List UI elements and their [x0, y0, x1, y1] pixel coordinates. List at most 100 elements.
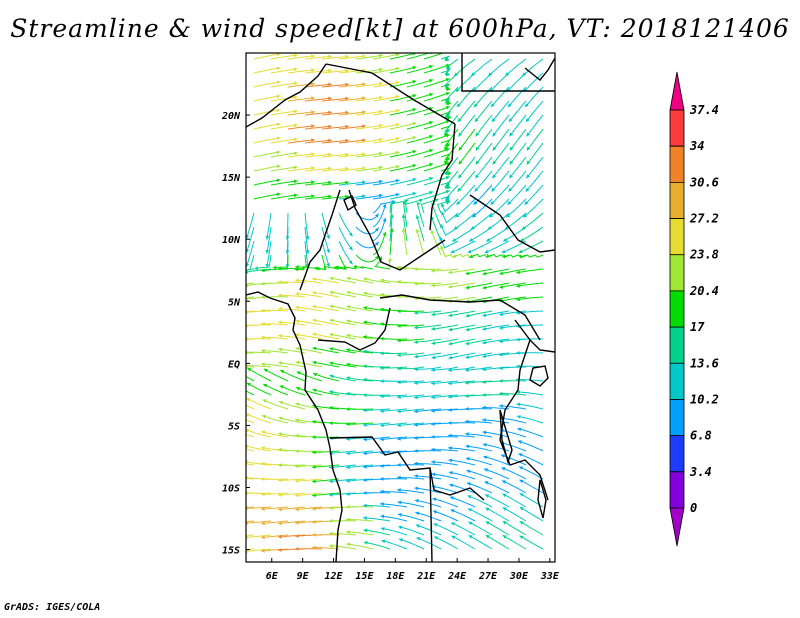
streamline-arrowhead: [490, 200, 495, 205]
streamline-arrowhead: [395, 53, 400, 57]
streamline: [287, 167, 315, 172]
streamline: [355, 138, 383, 144]
streamline-arrowhead: [414, 409, 418, 414]
streamline: [448, 394, 476, 398]
streamline: [402, 228, 408, 256]
streamline: [246, 404, 255, 410]
streamline: [246, 365, 272, 368]
streamline: [379, 338, 408, 340]
streamline-arrowhead: [414, 381, 418, 385]
streamline: [338, 212, 353, 237]
streamline-arrowhead: [412, 53, 417, 56]
streamline-arrowhead: [509, 132, 514, 137]
streamline-arrowhead: [431, 472, 436, 477]
streamline-arrowhead: [261, 507, 265, 511]
streamline-arrowhead: [380, 379, 384, 384]
borders: [246, 53, 555, 562]
streamline: [278, 492, 306, 496]
streamline-arrowhead: [346, 517, 350, 522]
streamline: [346, 348, 374, 354]
streamline: [485, 520, 510, 536]
streamline: [451, 535, 476, 550]
streamline-arrowhead: [276, 94, 281, 99]
lon-tick-label: 30E: [509, 571, 529, 582]
streamline: [278, 321, 306, 326]
streamline: [526, 142, 544, 165]
streamline: [329, 333, 357, 340]
streamline-arrowhead: [362, 54, 366, 59]
streamline: [525, 170, 544, 192]
streamline-arrowhead: [524, 200, 529, 205]
streamline-arrowhead: [395, 94, 400, 99]
streamline: [312, 305, 340, 312]
streamline: [406, 79, 434, 88]
streamline: [448, 366, 476, 371]
streamline-arrowhead: [228, 459, 232, 463]
streamline-arrowhead: [261, 362, 265, 367]
streamline-arrowhead: [482, 405, 486, 410]
streamline: [414, 408, 442, 413]
streamline-arrowhead: [491, 117, 496, 122]
streamline-arrowhead: [363, 277, 368, 282]
streamline: [287, 195, 315, 200]
streamline: [389, 122, 417, 130]
streamline: [329, 305, 357, 312]
streamline-arrowhead: [482, 354, 487, 358]
streamline-arrowhead: [262, 414, 267, 419]
streamline: [338, 55, 366, 60]
streamline-arrowhead: [414, 461, 418, 466]
streamline: [508, 170, 527, 192]
streamline: [246, 506, 272, 509]
streamline-arrowhead: [278, 521, 282, 526]
streamline: [246, 268, 255, 271]
streamline: [397, 281, 424, 284]
streamline: [474, 170, 493, 192]
streamline-arrowhead: [492, 160, 497, 165]
streamline-arrowhead: [311, 152, 315, 157]
streamline: [321, 153, 349, 158]
streamline-arrowhead: [414, 498, 419, 503]
streamline: [499, 393, 527, 396]
streamline: [355, 54, 383, 60]
streamline-arrowhead: [429, 120, 433, 125]
streamline-arrowhead: [412, 65, 417, 70]
streamline-arrowhead: [414, 281, 418, 286]
streamline-arrowhead: [414, 354, 418, 359]
streamline-arrowhead: [429, 190, 433, 195]
streamline: [406, 135, 434, 144]
streamline: [263, 383, 289, 396]
streamline: [338, 226, 353, 251]
streamline-arrowhead: [276, 108, 281, 113]
streamline-arrowhead: [416, 202, 421, 206]
streamline: [450, 240, 476, 254]
streamline-arrowhead: [450, 509, 455, 513]
streamline: [525, 100, 544, 123]
colorbar-label: 10.2: [690, 392, 719, 406]
streamline-arrowhead: [456, 200, 461, 205]
streamline: [295, 333, 323, 340]
streamline: [312, 361, 340, 368]
streamline-arrowhead: [486, 238, 491, 242]
streamline: [450, 509, 476, 522]
colorbar-swatch: [669, 399, 685, 437]
streamline-arrowhead: [465, 432, 469, 436]
streamline: [295, 464, 323, 467]
streamline-arrowhead: [448, 420, 452, 425]
streamline-arrowhead: [397, 409, 401, 414]
streamline-arrowhead: [504, 226, 509, 230]
streamline-arrowhead: [519, 493, 524, 497]
streamline-arrowhead: [346, 319, 351, 324]
streamline-arrowhead: [261, 430, 266, 435]
streamline: [487, 212, 510, 231]
streamline-arrowhead: [329, 318, 334, 323]
streamline-arrowhead: [469, 238, 474, 242]
streamline-arrowhead: [363, 306, 368, 310]
border-uganda: [499, 319, 531, 441]
streamline: [465, 338, 493, 345]
streamline: [397, 394, 425, 398]
lon-tick-label: 21E: [416, 571, 436, 582]
streamline: [470, 58, 493, 77]
streamline-arrowhead: [445, 105, 450, 110]
streamline-arrowhead: [402, 201, 407, 206]
streamline: [454, 198, 476, 218]
